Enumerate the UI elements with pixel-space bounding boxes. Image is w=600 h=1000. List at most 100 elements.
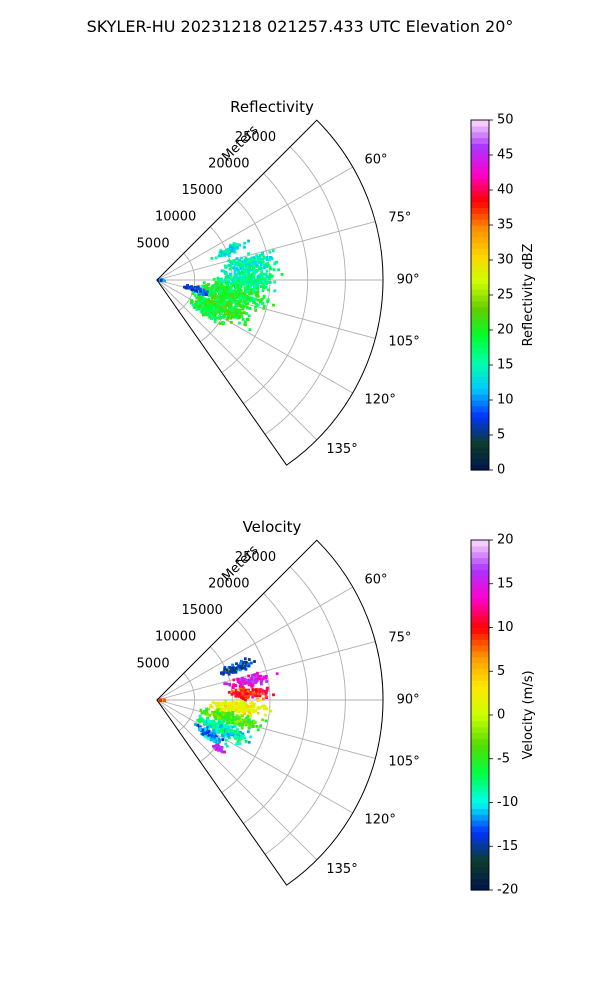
colorbar-segment bbox=[471, 400, 489, 407]
echo-pixel bbox=[247, 662, 251, 666]
echo-pixel bbox=[238, 721, 242, 725]
echo-pixel bbox=[233, 299, 237, 303]
echo-pixel bbox=[234, 293, 238, 297]
echo-pixel bbox=[217, 738, 221, 742]
echo-pixel bbox=[207, 286, 211, 290]
echo-pixel bbox=[261, 260, 265, 264]
echo-pixel bbox=[216, 300, 220, 304]
echo-pixel bbox=[261, 691, 265, 695]
echo-pixel bbox=[221, 738, 225, 742]
colorbar-tick-label: -15 bbox=[497, 839, 518, 854]
echo-pixel bbox=[227, 276, 231, 280]
colorbar-segment bbox=[471, 277, 489, 284]
range-tick-label: 5000 bbox=[137, 236, 170, 251]
echo-pixel bbox=[240, 256, 243, 260]
echo-pixel bbox=[264, 719, 268, 723]
colorbar-segment bbox=[471, 376, 489, 384]
echo-pixel bbox=[207, 730, 211, 733]
colorbar-segment bbox=[471, 767, 489, 774]
colorbar-segment bbox=[471, 569, 489, 576]
echo-pixel bbox=[212, 302, 215, 306]
echo-pixel bbox=[247, 285, 251, 289]
colorbar-segment bbox=[471, 697, 489, 704]
echo-pixel bbox=[247, 664, 251, 668]
colorbar-segment bbox=[471, 732, 489, 739]
echo-pixel bbox=[272, 268, 276, 271]
echo-pixel bbox=[200, 298, 204, 302]
azimuth-gridline bbox=[156, 699, 318, 861]
echo-pixel bbox=[240, 662, 244, 666]
echo-pixel bbox=[245, 696, 249, 699]
echo-pixel bbox=[230, 321, 233, 324]
echo-pixel bbox=[240, 277, 244, 281]
echo-pixel bbox=[206, 736, 210, 740]
echo-pixel bbox=[258, 267, 261, 271]
echo-pixel bbox=[212, 310, 216, 314]
echo-pixel bbox=[252, 705, 256, 708]
echo-pixel bbox=[256, 688, 260, 691]
echo-pixel bbox=[252, 273, 256, 276]
echo-pixel bbox=[189, 285, 193, 289]
echo-pixel bbox=[240, 666, 243, 669]
echo-pixel bbox=[223, 750, 226, 754]
colorbar-tick-label: 5 bbox=[497, 664, 505, 679]
echo-pixel bbox=[216, 743, 220, 746]
echo-pixel bbox=[242, 661, 245, 664]
echo-pixel bbox=[238, 243, 241, 247]
echo-pixel bbox=[207, 294, 211, 297]
echo-pixel bbox=[243, 297, 247, 300]
echo-pixel bbox=[210, 295, 214, 299]
colorbar-segment bbox=[471, 324, 489, 331]
echo-pixel bbox=[214, 285, 218, 289]
echo-pixel bbox=[251, 277, 255, 281]
echo-pixel bbox=[163, 698, 166, 702]
colorbar-segment bbox=[471, 860, 489, 868]
echo-pixel bbox=[249, 298, 253, 302]
echo-pixel bbox=[252, 702, 256, 706]
echo-pixel bbox=[241, 266, 245, 269]
colorbar-segment bbox=[471, 884, 489, 891]
colorbar-segment bbox=[471, 680, 489, 687]
echo-pixel bbox=[197, 299, 201, 302]
echo-pixel bbox=[249, 681, 252, 685]
echo-pixel bbox=[264, 691, 268, 695]
echo-pixel bbox=[197, 718, 201, 722]
echo-pixel bbox=[273, 280, 277, 284]
echo-pixel bbox=[205, 293, 208, 297]
colorbar-segment bbox=[471, 359, 489, 366]
echo-pixel bbox=[228, 666, 232, 670]
echo-pixel bbox=[218, 729, 221, 732]
echo-pixel bbox=[206, 722, 209, 726]
echo-pixel bbox=[247, 262, 250, 265]
echo-pixel bbox=[253, 257, 257, 260]
echo-pixel bbox=[219, 713, 223, 716]
echo-pixel bbox=[207, 283, 210, 286]
echo-pixel bbox=[227, 290, 231, 294]
echo-pixel bbox=[208, 734, 211, 737]
echo-pixel bbox=[193, 723, 197, 726]
colorbar-segment bbox=[471, 639, 489, 646]
echo-pixel bbox=[226, 317, 229, 321]
echo-pixel bbox=[250, 272, 254, 276]
echo-pixel bbox=[213, 313, 217, 317]
echo-pixel bbox=[204, 735, 208, 739]
colorbar-segment bbox=[471, 160, 489, 168]
echo-pixel bbox=[198, 728, 201, 732]
echo-pixel bbox=[192, 288, 196, 292]
echo-pixel bbox=[252, 288, 256, 291]
echo-pixel bbox=[247, 252, 250, 256]
echo-pixel bbox=[229, 286, 233, 290]
echo-pixel bbox=[263, 263, 266, 267]
echo-pixel bbox=[261, 718, 264, 722]
echo-pixel bbox=[234, 667, 238, 671]
echo-pixel bbox=[225, 284, 229, 288]
echo-pixel bbox=[236, 705, 240, 709]
echo-pixel bbox=[195, 296, 199, 300]
echo-pixel bbox=[240, 292, 244, 296]
echo-pixel bbox=[238, 309, 242, 312]
echo-pixel bbox=[220, 746, 224, 749]
echo-pixel bbox=[214, 710, 218, 714]
echo-pixel bbox=[241, 714, 244, 718]
echo-pixel bbox=[251, 707, 255, 711]
echo-pixel bbox=[235, 720, 239, 724]
